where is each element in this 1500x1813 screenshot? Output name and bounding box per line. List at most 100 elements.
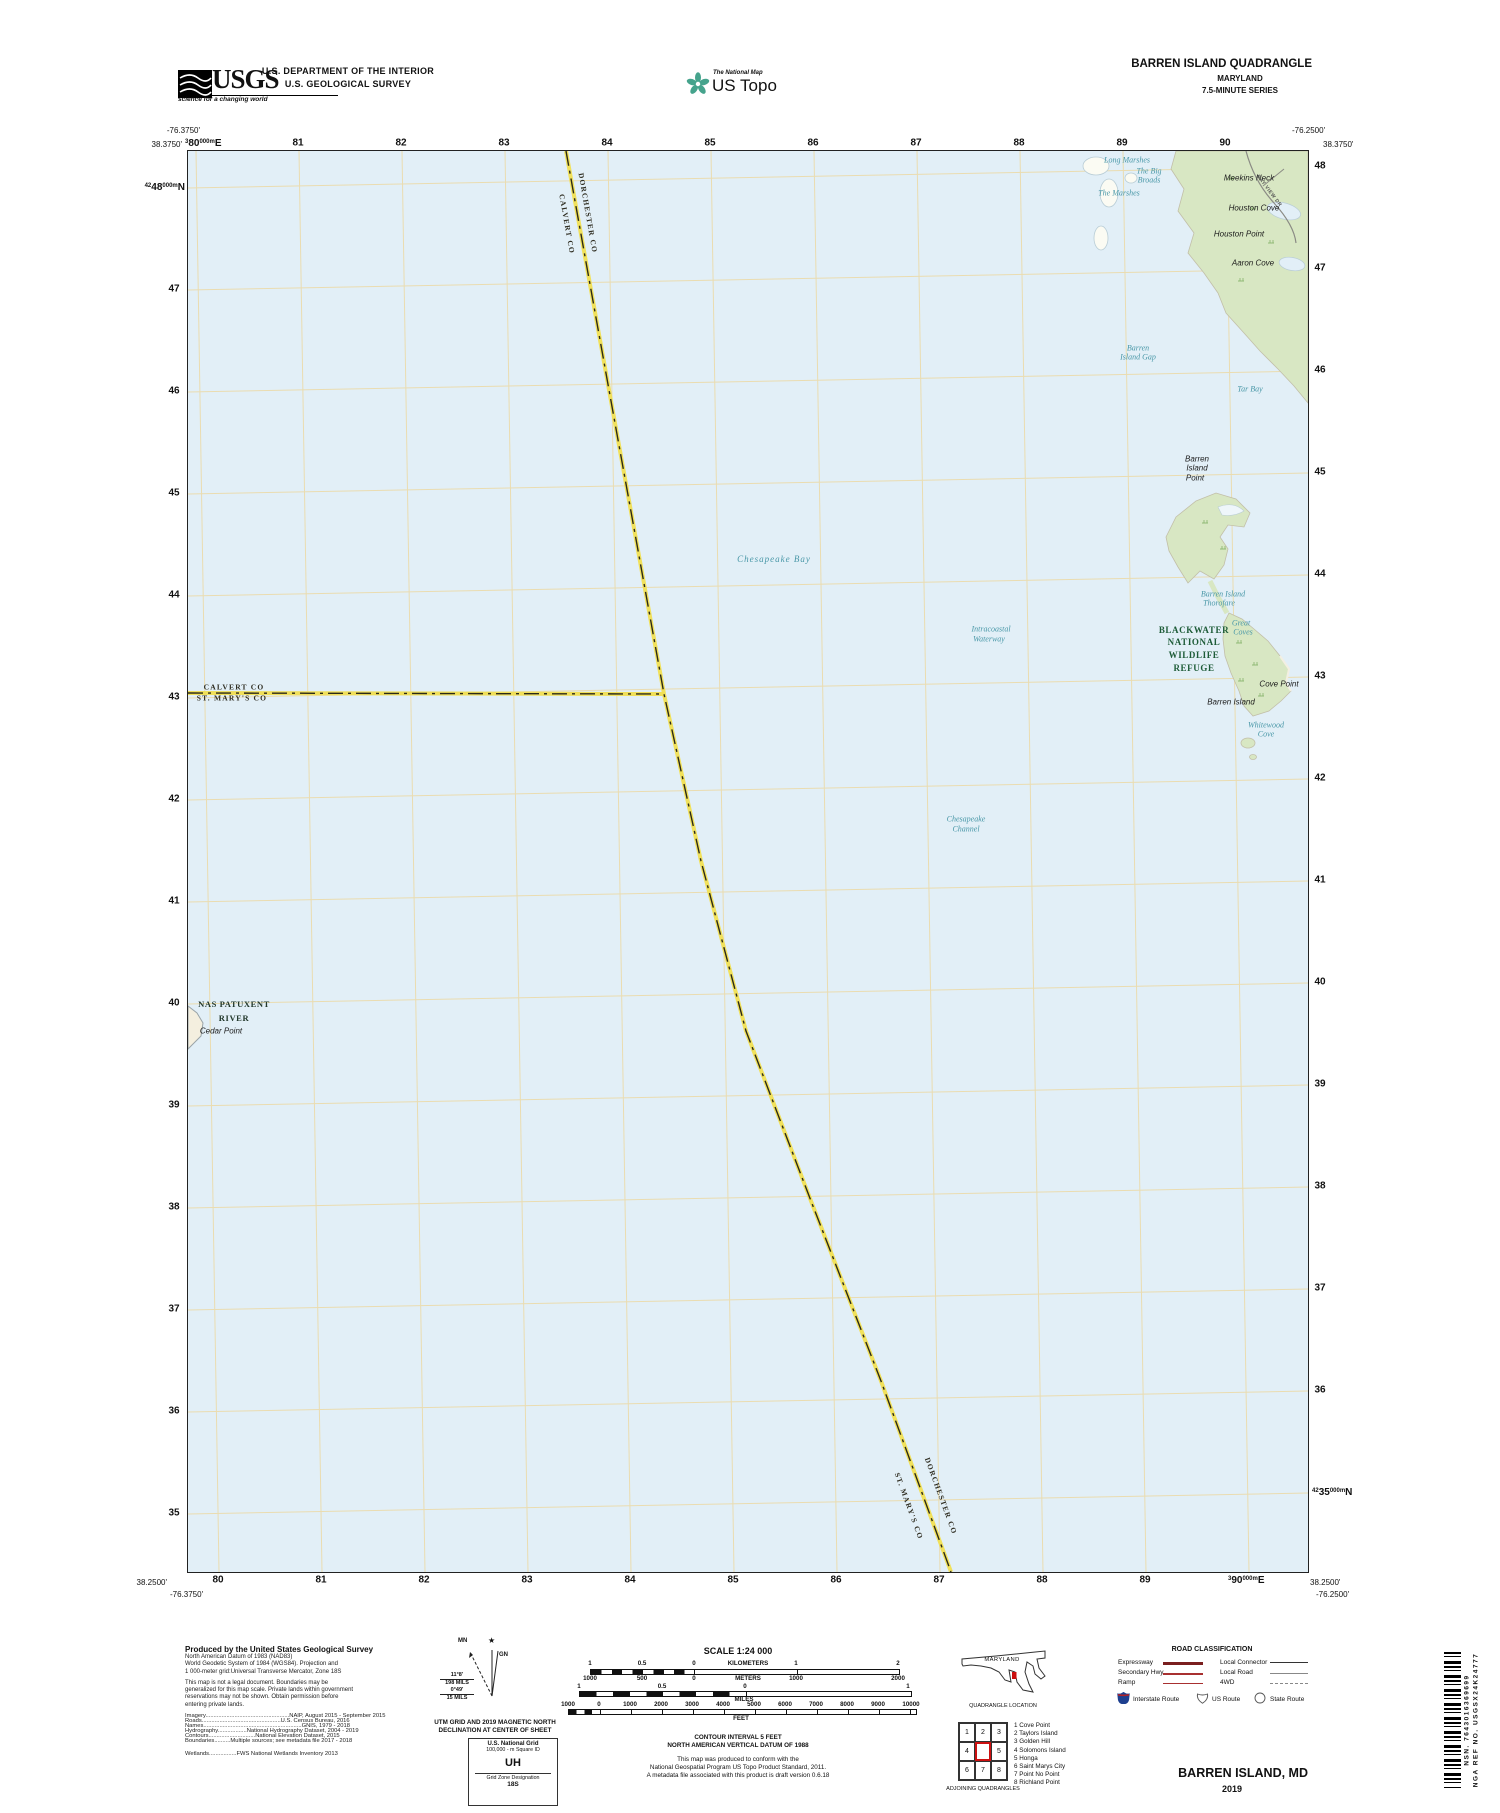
barren-island-lagoon: [1217, 504, 1245, 516]
scale-tick: 0: [743, 1683, 747, 1690]
corner-bottom-left-lon: -76.3750': [170, 1590, 204, 1599]
datum-line: 1 000-meter grid:Universal Transverse Me…: [185, 1668, 342, 1675]
credit-line: Boundaries..........Multiple sources; se…: [185, 1737, 353, 1744]
adjoining-list: 1 Cove Point 2 Taylors Island 3 Golden H…: [1014, 1722, 1066, 1788]
department-line2: U.S. GEOLOGICAL SURVEY: [284, 79, 412, 89]
grid-label: 47: [168, 283, 180, 295]
scale-tick: 1: [794, 1660, 798, 1667]
grid-label: 37: [1314, 1282, 1326, 1294]
datum-line: North American Datum of 1983 (NAD83): [185, 1654, 293, 1660]
road-class-label: 4WD: [1220, 1679, 1235, 1686]
adjoining-cell: 2: [975, 1723, 991, 1742]
scale-tick: 1: [577, 1683, 581, 1690]
grid-label: 44: [168, 589, 180, 601]
scale-tick: 0: [597, 1701, 601, 1708]
produced-by: Produced by the United States Geological…: [185, 1645, 374, 1654]
scale-tick: 8000: [840, 1701, 854, 1708]
credit-line: Hydrography..................National Hy…: [185, 1727, 359, 1734]
feet-bar: [568, 1709, 917, 1715]
grid-num: 35: [1318, 1487, 1330, 1498]
shield-label: US Route: [1212, 1696, 1241, 1703]
adjoining-cell: 3: [991, 1723, 1007, 1742]
grid-label: 45: [1314, 466, 1326, 478]
grid-label: 36: [1314, 1384, 1326, 1396]
national-map-icon: [686, 72, 710, 94]
water-label: Intracoastal: [971, 624, 1011, 634]
adjoining-cell-current: [975, 1742, 991, 1761]
map-canvas: Long Marshes The Big Broads The Marshes …: [187, 150, 1309, 1573]
road-class-label: Local Road: [1220, 1669, 1253, 1676]
scale-tick: 1: [588, 1660, 592, 1667]
legal-line: entering private lands.: [185, 1701, 245, 1708]
military-area-label: RIVER: [218, 1013, 250, 1023]
water-label: Coves: [1233, 627, 1253, 637]
adjoining-list-item: 3 Golden Hill: [1014, 1738, 1051, 1746]
refuge-label: REFUGE: [1173, 663, 1215, 673]
water-label: Barren: [1126, 343, 1150, 353]
corner-bottom-left-lat: 38.2500': [136, 1578, 167, 1587]
county-boundary-lines: [188, 151, 953, 1572]
grid-sup: 3: [1228, 1576, 1232, 1582]
conform-line: National Geospatial Program US Topo Prod…: [649, 1764, 827, 1771]
miles-bar: [579, 1691, 912, 1697]
barren-island-beach: [1279, 655, 1292, 692]
grid-label: 37: [168, 1303, 180, 1315]
scale-tick: 0: [692, 1675, 696, 1682]
declination-value: 198 MILS: [440, 1679, 474, 1686]
expressway-line: [1163, 1662, 1203, 1665]
declination-diagram: [469, 1650, 499, 1697]
grid-label: 41: [168, 895, 180, 907]
water-label: Cove: [1257, 729, 1275, 739]
grid-label: 47: [1314, 262, 1326, 274]
grid-label: 43: [168, 691, 180, 703]
local-connector-line: [1270, 1662, 1308, 1663]
scale-tick: 6000: [778, 1701, 792, 1708]
grid-label: 39: [1314, 1078, 1326, 1090]
grid-label: 42: [1314, 772, 1326, 784]
land-label: Aaron Cove: [1231, 258, 1275, 268]
land-label: Cedar Point: [199, 1026, 243, 1036]
scale-tick: 0.5: [637, 1660, 647, 1667]
grid-label: 87: [933, 1574, 945, 1586]
interstate-shield-icon: [1117, 1692, 1130, 1704]
grid-label-easting-full: 380000mE: [185, 138, 222, 149]
grid-label: 36: [168, 1405, 180, 1417]
adjoining-list-item: 1 Cove Point: [1014, 1722, 1051, 1729]
declination-caption: UTM GRID AND 2019 MAGNETIC NORTH: [434, 1719, 556, 1726]
map-graphics: [188, 151, 1308, 1572]
usng-square-id: UH: [505, 1757, 521, 1769]
scale-tick: 4000: [716, 1701, 730, 1708]
grid-north-label: GN: [499, 1652, 508, 1658]
water-label: Tar Bay: [1237, 384, 1263, 394]
grid-label: 46: [1314, 364, 1326, 376]
grid-label-northing-full: 4235000mN: [1312, 1487, 1352, 1498]
grid-label: 85: [727, 1574, 739, 1586]
grid-sup: 000m: [199, 139, 215, 145]
refuge-label: BLACKWATER: [1158, 625, 1230, 635]
ramp-line: [1163, 1683, 1203, 1684]
credit-line: Roads...................................…: [185, 1717, 350, 1724]
land-label: Point: [1185, 473, 1205, 483]
secondary-hwy-line: [1163, 1673, 1203, 1675]
land-label: Cove Point: [1259, 679, 1299, 689]
ustopo-name: US Topo: [712, 76, 777, 95]
bay-view-dr-road: [1245, 151, 1297, 244]
grid-label: 38: [168, 1201, 180, 1213]
grid-label: 41: [1314, 874, 1326, 886]
grid-label: 82: [418, 1574, 430, 1586]
fourwd-line: [1270, 1683, 1308, 1684]
usng-title: U.S. National Grid: [487, 1741, 539, 1747]
us-route-shield-icon: [1196, 1693, 1209, 1704]
utm-grid: [188, 151, 1308, 1572]
usgs-logo: USGS science for a changing world: [178, 64, 348, 103]
grid-sup: 000m: [162, 183, 178, 189]
grid-sup: 42: [144, 183, 152, 189]
production-block: Produced by the United States Geological…: [185, 1645, 435, 1756]
corner-top-left-lon: -76.3750': [166, 126, 200, 135]
sheet-title: BARREN ISLAND, MD: [1178, 1766, 1308, 1780]
grid-label: 80: [212, 1574, 224, 1586]
declination-value: 0°49': [450, 1687, 464, 1693]
corner-top-right-lat: 38.3750': [1323, 140, 1354, 149]
scale-unit: FEET: [733, 1715, 749, 1722]
credit-line: Imagery.................................…: [185, 1713, 386, 1720]
